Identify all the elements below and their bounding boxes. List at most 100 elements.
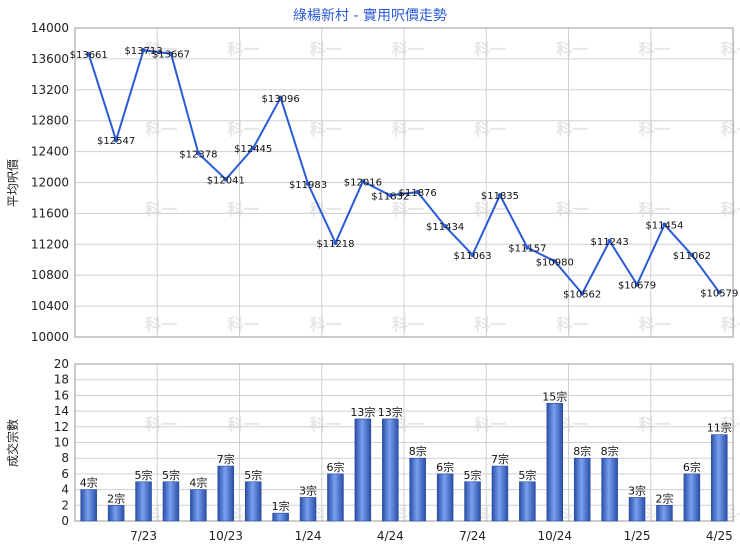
price-y-tick-label: 10000	[31, 330, 69, 344]
watermark-text: 科一	[721, 315, 740, 334]
watermark-text: 科一	[556, 200, 588, 219]
watermark-text: 科一	[639, 40, 671, 59]
volume-bar	[272, 512, 289, 522]
volume-data-label: 2宗	[107, 491, 125, 505]
watermark-text: 科一	[310, 120, 342, 139]
volume-bar	[327, 473, 344, 522]
watermark-text: 科一	[474, 415, 506, 434]
price-y-tick-label: 13200	[31, 83, 69, 97]
volume-data-label: 3宗	[299, 483, 317, 497]
price-point	[662, 222, 667, 227]
watermark-text: 科一	[721, 200, 740, 219]
volume-bar	[573, 457, 591, 522]
price-data-label: $13713	[124, 46, 162, 57]
price-point	[689, 252, 695, 258]
volume-plot-frame	[74, 363, 734, 522]
watermark-text: 科一	[721, 120, 740, 139]
x-tick-label: 4/24	[377, 529, 404, 543]
price-y-ticks: 10000 10400 10800 11200 11600 12000 12400 12800…	[31, 21, 69, 344]
price-data-label: $13667	[152, 50, 190, 61]
volume-data-label: 6宗	[326, 460, 344, 474]
price-point	[141, 47, 146, 53]
volume-bar	[628, 497, 646, 522]
volume-bar	[382, 418, 399, 522]
volume-y-tick-label: 16	[54, 388, 69, 402]
watermark-text: 科一	[721, 415, 740, 434]
price-point	[634, 282, 640, 287]
watermark-text: 科一	[639, 120, 671, 139]
volume-bar	[491, 465, 509, 522]
volume-data-label: 5宗	[162, 468, 180, 482]
price-panel: 科一科一科一科一科一科一科一科一科一科一科一科一科一科一科一科一科一科一科一科一…	[6, 21, 740, 344]
price-point	[305, 181, 311, 187]
volume-data-label: 2宗	[655, 491, 673, 505]
volume-y-tick-label: 10	[54, 436, 69, 450]
price-data-label: $12445	[234, 144, 272, 155]
x-tick-label: 7/23	[130, 529, 157, 543]
price-data-label: $10562	[563, 290, 601, 301]
price-data-label: $11835	[481, 191, 519, 202]
price-point	[607, 238, 612, 244]
watermark-text: 科一	[227, 415, 259, 434]
watermark-text: 科一	[474, 120, 506, 139]
volume-bar	[519, 481, 536, 522]
x-tick-label: 4/25	[706, 529, 733, 543]
watermark-text: 科一	[227, 200, 259, 219]
volume-data-label: 6宗	[436, 460, 454, 474]
price-point	[497, 193, 503, 198]
price-point	[717, 290, 722, 295]
watermark-text: 科一	[145, 120, 177, 139]
volume-y-tick-label: 14	[54, 404, 69, 418]
volume-y-tick-label: 6	[61, 467, 69, 481]
volume-panel: 科一科一科一科一科一科一科一科一科一科一科一科一科一科一科一科一 0246810…	[5, 357, 740, 543]
x-tick-label: 1/24	[295, 529, 322, 543]
price-data-label: $13661	[70, 50, 108, 61]
price-data-label: $11983	[289, 180, 327, 191]
watermark-text: 科一	[392, 120, 424, 139]
volume-bar	[80, 489, 97, 522]
volume-y-tick-label: 4	[61, 483, 69, 497]
volume-data-label: 4宗	[80, 476, 98, 490]
watermark-text: 科一	[227, 315, 259, 334]
price-y-tick-label: 10400	[31, 299, 69, 313]
volume-bar	[162, 481, 180, 522]
watermark-text: 科一	[556, 40, 588, 59]
volume-bar	[436, 473, 454, 522]
price-data-label: $12041	[207, 175, 245, 186]
volume-data-label: 1宗	[272, 499, 290, 513]
price-y-tick-label: 13600	[31, 52, 69, 66]
price-data-label: $11218	[316, 239, 354, 250]
volume-bar	[217, 465, 235, 522]
watermark-text: 科一	[145, 415, 177, 434]
watermark-text: 科一	[556, 415, 588, 434]
watermark-text: 科一	[392, 315, 424, 334]
volume-bar	[464, 481, 481, 522]
volume-y-tick-label: 12	[54, 420, 69, 434]
x-axis-ticks: 7/23 10/23 1/24 4/24 7/24 10/24 1/25 4/25	[130, 529, 733, 543]
price-data-label: $11157	[508, 244, 546, 255]
price-y-tick-label: 14000	[31, 21, 69, 35]
price-point	[580, 291, 585, 296]
volume-y-tick-label: 20	[54, 357, 69, 371]
price-point	[113, 138, 119, 143]
price-y-tick-label: 12000	[31, 176, 69, 190]
volume-bar	[135, 481, 152, 522]
price-point	[86, 51, 91, 57]
x-tick-label: 10/24	[537, 529, 572, 543]
watermark-text: 科一	[310, 415, 342, 434]
volume-data-label: 8宗	[601, 444, 619, 458]
x-tick-label: 1/25	[624, 529, 651, 543]
price-point	[552, 259, 557, 264]
price-data-label: $12016	[344, 177, 382, 188]
volume-bar	[656, 504, 673, 522]
price-data-label: $11454	[645, 221, 683, 232]
volume-y-tick-label: 2	[61, 498, 69, 512]
volume-data-label: 5宗	[464, 468, 482, 482]
price-data-label: $11062	[673, 251, 711, 262]
price-point	[333, 240, 338, 246]
watermark-text: 科一	[310, 315, 342, 334]
volume-data-label: 13宗	[378, 405, 403, 419]
watermark-text: 科一	[310, 40, 342, 59]
price-point	[388, 193, 393, 198]
